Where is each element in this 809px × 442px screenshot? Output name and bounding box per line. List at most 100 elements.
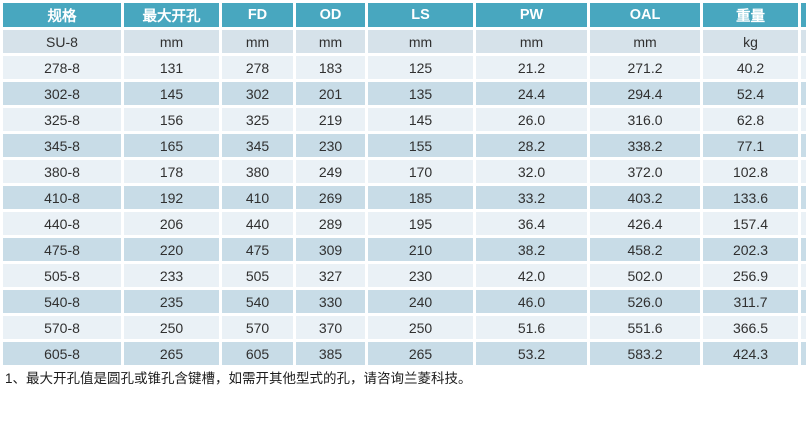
- unit-cell: mm: [124, 30, 219, 53]
- table-cell: 309: [296, 238, 365, 261]
- table-cell: 505: [222, 264, 293, 287]
- table-cell: 540-8: [3, 290, 121, 313]
- table-cell: 410-8: [3, 186, 121, 209]
- table-cell: 53.2: [476, 342, 587, 365]
- unit-cell: kg: [703, 30, 798, 53]
- table-cell: 28.2: [476, 134, 587, 157]
- table-row: 605-8 265 605 385 265 53.2 583.2 424.3: [3, 342, 806, 365]
- table-cell: 46.0: [476, 290, 587, 313]
- table-cell: 26.0: [476, 108, 587, 131]
- table-edge-sliver: [801, 316, 806, 339]
- table-cell: 77.1: [703, 134, 798, 157]
- table-cell: 250: [368, 316, 473, 339]
- table-edge-sliver: [801, 134, 806, 157]
- table-cell: 327: [296, 264, 365, 287]
- table-cell: 424.3: [703, 342, 798, 365]
- table-cell: 278: [222, 56, 293, 79]
- table-cell: 131: [124, 56, 219, 79]
- table-cell: 201: [296, 82, 365, 105]
- table-cell: 311.7: [703, 290, 798, 313]
- table-cell: 385: [296, 342, 365, 365]
- table-edge-sliver: [801, 290, 806, 313]
- table-cell: 51.6: [476, 316, 587, 339]
- table-cell: 52.4: [703, 82, 798, 105]
- table-cell: 570-8: [3, 316, 121, 339]
- table-cell: 302-8: [3, 82, 121, 105]
- table-cell: 271.2: [590, 56, 700, 79]
- table-row: 475-8 220 475 309 210 38.2 458.2 202.3: [3, 238, 806, 261]
- table-cell: 235: [124, 290, 219, 313]
- table-cell: 21.2: [476, 56, 587, 79]
- table-edge-sliver: [801, 108, 806, 131]
- table-cell: 410: [222, 186, 293, 209]
- unit-cell: mm: [368, 30, 473, 53]
- table-cell: 178: [124, 160, 219, 183]
- table-cell: 36.4: [476, 212, 587, 235]
- table-row: 302-8 145 302 201 135 24.4 294.4 52.4: [3, 82, 806, 105]
- table-cell: 250: [124, 316, 219, 339]
- table-cell: 40.2: [703, 56, 798, 79]
- table-cell: 505-8: [3, 264, 121, 287]
- table-cell: 380-8: [3, 160, 121, 183]
- header-cell: 最大开孔: [124, 3, 219, 27]
- table-edge-sliver: [801, 238, 806, 261]
- table-cell: 265: [124, 342, 219, 365]
- table-row: 570-8 250 570 370 250 51.6 551.6 366.5: [3, 316, 806, 339]
- table-cell: 210: [368, 238, 473, 261]
- table-row: 345-8 165 345 230 155 28.2 338.2 77.1: [3, 134, 806, 157]
- table-edge-sliver: [801, 56, 806, 79]
- table-edge-sliver: [801, 342, 806, 365]
- header-cell: OAL: [590, 3, 700, 27]
- table-cell: 502.0: [590, 264, 700, 287]
- table-edge-sliver: [801, 212, 806, 235]
- table-cell: 135: [368, 82, 473, 105]
- table-cell: 366.5: [703, 316, 798, 339]
- spec-table: 规格 最大开孔 FD OD LS PW OAL 重量 SU-8 mm mm mm mm mm mm kg 27…: [3, 3, 806, 365]
- table-cell: 475: [222, 238, 293, 261]
- table-cell: 403.2: [590, 186, 700, 209]
- table-cell: 145: [124, 82, 219, 105]
- table-cell: 294.4: [590, 82, 700, 105]
- table-cell: 551.6: [590, 316, 700, 339]
- table-cell: 380: [222, 160, 293, 183]
- table-cell: 102.8: [703, 160, 798, 183]
- table-cell: 33.2: [476, 186, 587, 209]
- header-cell: LS: [368, 3, 473, 27]
- table-cell: 38.2: [476, 238, 587, 261]
- table-cell: 440: [222, 212, 293, 235]
- table-cell: 345-8: [3, 134, 121, 157]
- table-cell: 302: [222, 82, 293, 105]
- table-cell: 192: [124, 186, 219, 209]
- table-cell: 42.0: [476, 264, 587, 287]
- table-cell: 156: [124, 108, 219, 131]
- unit-cell: SU-8: [3, 30, 121, 53]
- header-cell: PW: [476, 3, 587, 27]
- table-cell: 195: [368, 212, 473, 235]
- table-cell: 157.4: [703, 212, 798, 235]
- table-header-row: 规格 最大开孔 FD OD LS PW OAL 重量: [3, 3, 806, 27]
- table-cell: 605: [222, 342, 293, 365]
- table-cell: 219: [296, 108, 365, 131]
- header-cell: 重量: [703, 3, 798, 27]
- table-cell: 24.4: [476, 82, 587, 105]
- table-cell: 325: [222, 108, 293, 131]
- table-cell: 526.0: [590, 290, 700, 313]
- table-cell: 249: [296, 160, 365, 183]
- header-cell: OD: [296, 3, 365, 27]
- table-edge-sliver: [801, 30, 806, 53]
- table-row: 505-8 233 505 327 230 42.0 502.0 256.9: [3, 264, 806, 287]
- header-cell: FD: [222, 3, 293, 27]
- table-cell: 230: [368, 264, 473, 287]
- table-body: SU-8 mm mm mm mm mm mm kg 278-8 131 278 183 125 21.2 2…: [3, 30, 806, 365]
- table-cell: 289: [296, 212, 365, 235]
- table-cell: 426.4: [590, 212, 700, 235]
- table-cell: 155: [368, 134, 473, 157]
- table-cell: 233: [124, 264, 219, 287]
- table-cell: 583.2: [590, 342, 700, 365]
- table-cell: 125: [368, 56, 473, 79]
- table-cell: 202.3: [703, 238, 798, 261]
- table-cell: 475-8: [3, 238, 121, 261]
- table-cell: 605-8: [3, 342, 121, 365]
- unit-cell: mm: [590, 30, 700, 53]
- table-cell: 570: [222, 316, 293, 339]
